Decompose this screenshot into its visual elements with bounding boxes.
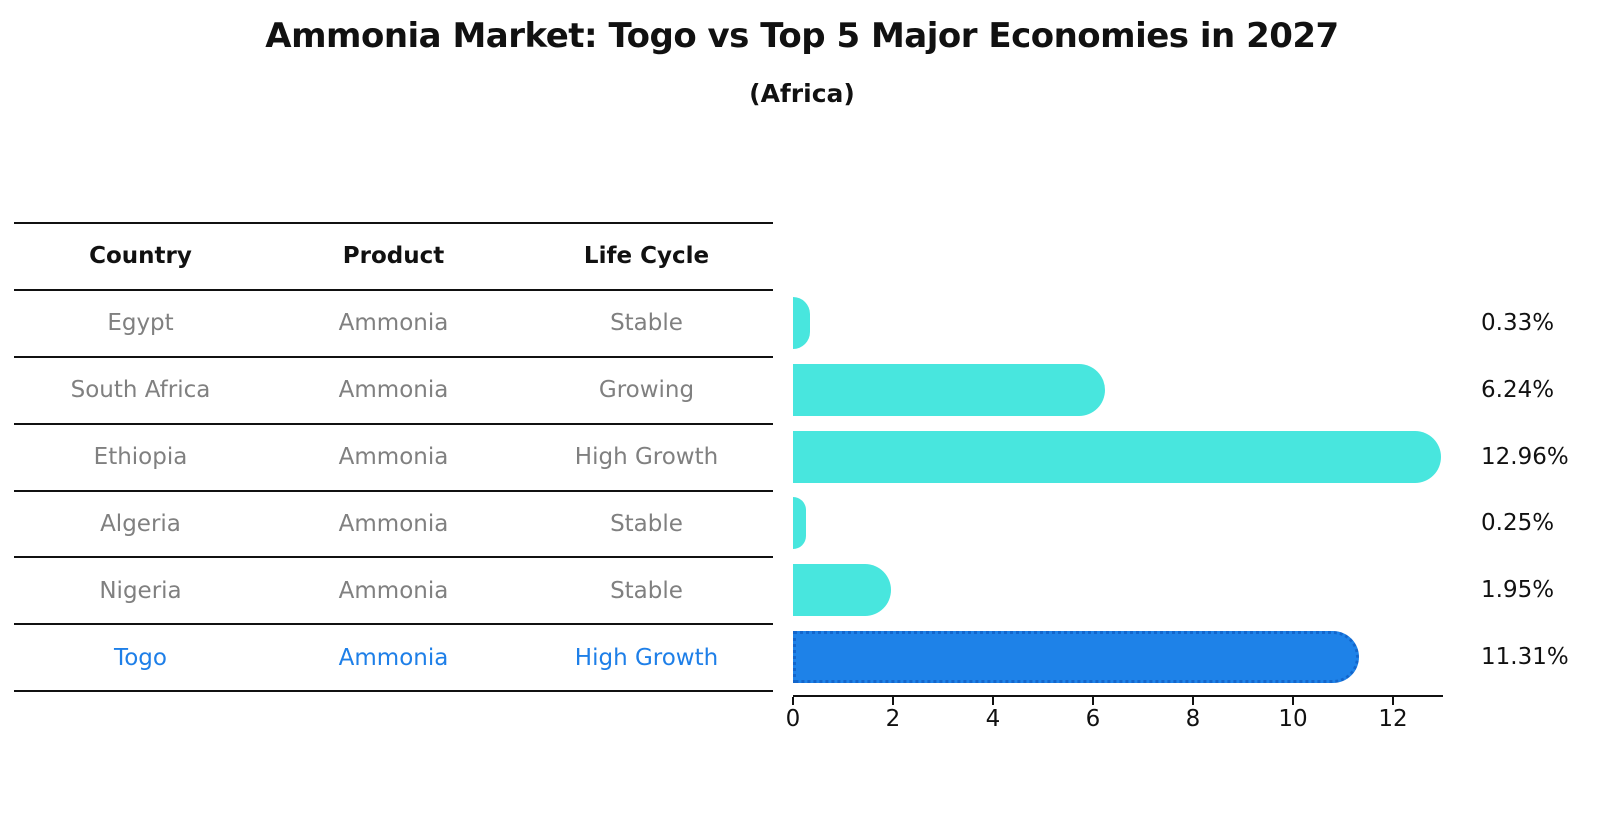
cell-product: Ammonia: [338, 310, 449, 337]
bar-togo: [793, 631, 1359, 684]
cell-product: Ammonia: [338, 644, 449, 671]
cell-country: Nigeria: [99, 577, 182, 604]
x-axis-tick: [1292, 697, 1294, 705]
bar-ethiopia: [793, 430, 1441, 483]
cell-country: Togo: [114, 644, 167, 671]
table-row: South Africa Ammonia Growing: [14, 355, 773, 423]
x-axis-tick-label: 2: [885, 706, 901, 732]
cell-life-cycle: Growing: [598, 377, 695, 404]
x-axis-tick: [1092, 697, 1094, 705]
table-row: Algeria Ammonia Stable: [14, 489, 773, 557]
x-axis-tick: [992, 697, 994, 705]
x-axis-tick-label: 4: [985, 706, 1001, 732]
bar-south-africa: [793, 363, 1105, 416]
column-header-country: Country: [89, 243, 192, 270]
column-header-product: Product: [342, 243, 445, 270]
x-axis-tick: [1192, 697, 1194, 705]
table-row: Togo Ammonia High Growth: [14, 623, 773, 690]
cell-country: Ethiopia: [93, 444, 188, 471]
cell-product: Ammonia: [338, 377, 449, 404]
table-header-row: Country Product Life Cycle: [14, 222, 773, 289]
x-axis-tick: [1392, 697, 1394, 705]
bar-nigeria: [793, 564, 891, 617]
cell-life-cycle: High Growth: [574, 644, 719, 671]
cell-product: Ammonia: [338, 577, 449, 604]
bar-value-label: 11.31%: [1481, 644, 1569, 671]
page-title: Ammonia Market: Togo vs Top 5 Major Econ…: [265, 16, 1339, 56]
bar-value-label: 0.33%: [1481, 309, 1555, 336]
x-axis-tick-label: 12: [1378, 706, 1408, 732]
bar-algeria: [793, 497, 806, 550]
x-axis-tick: [892, 697, 894, 705]
page-subtitle: (Africa): [749, 79, 855, 108]
x-axis-line: [793, 695, 1443, 697]
bar-value-label: 6.24%: [1481, 376, 1555, 403]
x-axis-tick-label: 0: [785, 706, 801, 732]
column-header-life-cycle: Life Cycle: [583, 243, 710, 270]
cell-country: Egypt: [107, 310, 174, 337]
bar-value-label: 12.96%: [1481, 443, 1569, 470]
cell-life-cycle: Stable: [610, 511, 683, 537]
table-row: Ethiopia Ammonia High Growth: [14, 422, 773, 490]
cell-life-cycle: Stable: [610, 577, 683, 604]
x-axis-tick-label: 10: [1278, 706, 1308, 732]
cell-product: Ammonia: [338, 511, 449, 537]
market-table: Country Product Life Cycle Egypt Ammonia Stab…: [14, 222, 773, 693]
cell-country: South Africa: [70, 377, 211, 404]
cell-country: Algeria: [100, 511, 181, 537]
cell-life-cycle: Stable: [610, 310, 683, 337]
cell-product: Ammonia: [338, 444, 449, 471]
bar-value-label: 0.25%: [1481, 510, 1555, 537]
x-axis-tick-label: 6: [1085, 706, 1101, 732]
x-axis-tick-label: 8: [1185, 706, 1201, 732]
cell-life-cycle: High Growth: [574, 444, 719, 471]
bar-value-label: 1.95%: [1481, 577, 1555, 604]
table-row: Egypt Ammonia Stable: [14, 288, 773, 356]
x-axis-tick: [792, 697, 794, 705]
bar-egypt: [793, 296, 810, 349]
table-row: Nigeria Ammonia Stable: [14, 556, 773, 623]
